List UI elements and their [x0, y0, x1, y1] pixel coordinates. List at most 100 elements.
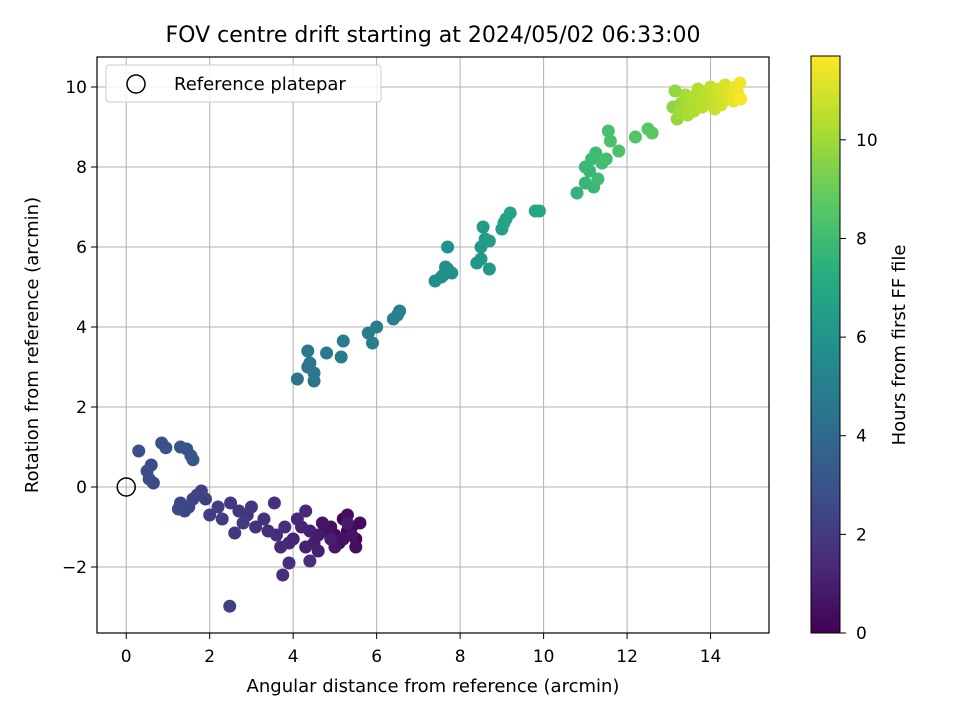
data-point	[171, 502, 185, 516]
y-tick-label: 2	[76, 398, 87, 418]
data-point	[668, 84, 682, 98]
legend-marker-icon	[126, 74, 146, 94]
reference-platepar-marker	[116, 477, 136, 497]
data-point	[228, 526, 242, 540]
data-point	[601, 124, 615, 138]
data-point	[441, 240, 455, 254]
data-point	[603, 134, 617, 148]
data-point	[733, 76, 747, 90]
y-tick-label: −2	[62, 558, 87, 578]
data-point	[244, 500, 258, 514]
data-point	[303, 554, 317, 568]
x-tick-label: 6	[371, 647, 382, 667]
data-point	[278, 520, 292, 534]
colorbar-tick-label: 2	[856, 525, 867, 545]
data-point	[482, 262, 496, 276]
data-point	[249, 520, 263, 534]
data-point	[320, 346, 334, 360]
y-tick-label: 4	[76, 318, 87, 338]
data-point	[203, 508, 217, 522]
x-tick-label: 10	[533, 647, 555, 667]
data-point	[370, 320, 384, 334]
data-point	[290, 372, 304, 386]
data-point	[445, 266, 459, 280]
data-point	[340, 516, 354, 530]
data-point	[232, 504, 246, 518]
data-point	[282, 556, 296, 570]
plot-frame	[96, 56, 770, 634]
colorbar-tick-label: 0	[856, 624, 867, 644]
data-point	[334, 350, 348, 364]
data-point	[570, 186, 584, 200]
data-point	[393, 304, 407, 318]
data-point	[503, 206, 517, 220]
data-point	[301, 344, 315, 358]
data-point	[482, 234, 496, 248]
data-point	[324, 532, 338, 546]
x-tick-label: 4	[288, 647, 299, 667]
x-tick-label: 2	[204, 647, 215, 667]
data-point	[267, 496, 281, 510]
data-point	[144, 458, 158, 472]
y-tick-label: 8	[76, 158, 87, 178]
data-point	[132, 444, 146, 458]
legend-label: Reference platepar	[174, 74, 346, 95]
data-point	[290, 512, 304, 526]
data-point	[345, 528, 359, 542]
data-point	[311, 544, 325, 558]
colorbar-tick-label: 10	[856, 131, 878, 151]
data-point	[159, 441, 173, 455]
data-point	[336, 334, 350, 348]
data-point	[645, 126, 659, 140]
data-point	[589, 146, 603, 160]
data-point	[628, 130, 642, 144]
x-axis: 0 2 4 6 8 10 12 14	[121, 633, 722, 667]
data-point	[474, 252, 488, 266]
data-point	[215, 512, 229, 526]
data-point	[591, 172, 605, 186]
data-point	[274, 540, 288, 554]
y-tick-label: 10	[65, 78, 87, 98]
data-point	[315, 516, 329, 530]
x-axis-label: Angular distance from reference (arcmin)	[247, 676, 620, 697]
x-tick-label: 12	[616, 647, 638, 667]
data-point	[299, 540, 313, 554]
data-point	[223, 599, 237, 613]
y-axis-label: Rotation from reference (arcmin)	[22, 197, 43, 493]
legend-box	[105, 64, 382, 103]
y-axis: −2 0 2 4 6 8 10	[62, 78, 97, 578]
x-tick-label: 0	[121, 647, 132, 667]
data-point	[599, 152, 613, 166]
colorbar-tick-label: 8	[856, 229, 867, 249]
data-point	[257, 512, 271, 526]
colorbar-tick-label: 4	[856, 427, 867, 447]
y-tick-label: 0	[76, 478, 87, 498]
data-point	[261, 524, 275, 538]
data-point	[476, 220, 490, 234]
data-points	[132, 76, 748, 613]
data-point	[532, 204, 546, 218]
data-point	[612, 144, 626, 158]
data-point	[365, 336, 379, 350]
data-point	[734, 92, 748, 106]
data-point	[299, 504, 313, 518]
colorbar-gradient	[810, 55, 841, 634]
data-point	[211, 500, 225, 514]
chart-title: FOV centre drift starting at 2024/05/02 …	[166, 23, 701, 48]
data-point	[276, 568, 290, 582]
grid-lines	[97, 57, 769, 633]
data-point	[349, 540, 363, 554]
x-tick-label: 14	[700, 647, 722, 667]
data-point	[303, 356, 317, 370]
y-tick-label: 6	[76, 238, 87, 258]
data-point	[236, 516, 250, 530]
data-point	[353, 516, 367, 530]
colorbar-ticks: 0 2 4 6 8 10	[840, 131, 878, 644]
data-point	[307, 366, 321, 380]
x-tick-label: 8	[455, 647, 466, 667]
data-point	[224, 496, 238, 510]
colorbar-tick-label: 6	[856, 328, 867, 348]
colorbar-label: Hours from first FF file	[889, 245, 910, 446]
colorbar: 0 2 4 6 8 10 Hours from first FF file	[810, 55, 910, 644]
